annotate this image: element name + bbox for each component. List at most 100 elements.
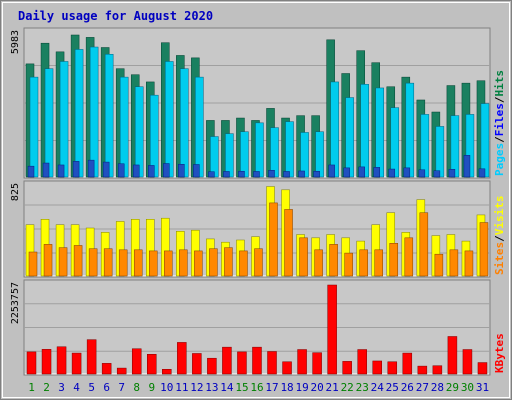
bar-pages bbox=[360, 84, 369, 178]
day-label: 24 bbox=[371, 381, 385, 394]
bar-kbytes bbox=[237, 351, 247, 375]
bar-files bbox=[208, 171, 215, 178]
bar-pages bbox=[74, 49, 84, 178]
bar-sites bbox=[344, 252, 353, 277]
bar-pages bbox=[405, 82, 415, 178]
day-label: 17 bbox=[265, 381, 278, 394]
bar-sites bbox=[434, 253, 444, 277]
bar-files bbox=[57, 164, 65, 178]
bar-kbytes bbox=[297, 349, 307, 375]
bar-sites bbox=[103, 248, 113, 277]
bar-kbytes bbox=[147, 354, 157, 375]
right-label-visits: Visits bbox=[493, 196, 506, 236]
bar-sites bbox=[164, 250, 173, 277]
day-label: 30 bbox=[461, 381, 474, 394]
day-label: 14 bbox=[220, 381, 234, 394]
bar-files bbox=[27, 165, 35, 178]
day-label: 1 bbox=[28, 381, 35, 394]
bar-sites bbox=[43, 244, 53, 277]
bar-sites bbox=[28, 251, 38, 277]
bar-kbytes bbox=[222, 346, 232, 375]
bar-pages bbox=[480, 103, 490, 178]
bar-pages bbox=[375, 87, 384, 178]
bar-pages bbox=[345, 97, 354, 178]
bar-kbytes bbox=[116, 367, 127, 375]
bar-files bbox=[328, 164, 335, 178]
bar-sites bbox=[179, 249, 188, 277]
bar-kbytes bbox=[432, 365, 443, 375]
bar-files bbox=[223, 171, 230, 178]
day-label: 23 bbox=[356, 381, 369, 394]
bar-pages bbox=[29, 76, 39, 178]
bar-kbytes bbox=[86, 339, 97, 375]
bar-files bbox=[448, 169, 456, 178]
bar-files bbox=[478, 168, 486, 178]
bar-sites bbox=[389, 243, 399, 277]
bar-pages bbox=[390, 107, 400, 178]
right-label-visits: Sites/Visits bbox=[493, 196, 506, 276]
day-label: 8 bbox=[133, 381, 140, 394]
bar-files bbox=[358, 166, 365, 178]
bar-files bbox=[298, 170, 305, 178]
bar-sites bbox=[284, 209, 293, 277]
right-label-kbytes: KBytes bbox=[493, 333, 506, 373]
bar-sites bbox=[58, 247, 68, 277]
bar-sites bbox=[254, 248, 263, 277]
bar-files bbox=[132, 164, 140, 178]
bar-sites bbox=[88, 248, 98, 277]
bar-kbytes bbox=[56, 346, 67, 375]
bar-pages bbox=[420, 114, 430, 178]
bar-kbytes bbox=[327, 284, 337, 375]
bar-kbytes bbox=[417, 365, 428, 375]
day-label: 22 bbox=[341, 381, 354, 394]
bar-kbytes bbox=[177, 342, 187, 375]
bar-sites bbox=[479, 222, 489, 277]
bar-pages bbox=[119, 76, 129, 178]
bar-sites bbox=[299, 237, 308, 277]
bar-pages bbox=[285, 121, 294, 178]
bar-kbytes bbox=[267, 351, 277, 375]
bar-sites bbox=[269, 202, 278, 277]
bar-files bbox=[72, 161, 80, 178]
bar-sites bbox=[239, 250, 248, 277]
right-label-files: Files bbox=[493, 103, 506, 136]
bar-pages bbox=[330, 81, 339, 178]
day-label: 9 bbox=[148, 381, 155, 394]
bar-kbytes bbox=[41, 349, 52, 375]
bar-sites bbox=[419, 212, 429, 277]
bar-pages bbox=[255, 122, 264, 178]
bar-pages bbox=[195, 76, 204, 178]
bar-kbytes bbox=[477, 362, 488, 375]
bar-kbytes bbox=[192, 353, 202, 375]
bar-files bbox=[238, 170, 245, 178]
bar-pages bbox=[150, 94, 159, 178]
bar-kbytes bbox=[447, 336, 458, 375]
bar-sites bbox=[329, 244, 338, 277]
bar-pages bbox=[165, 61, 174, 178]
bar-sites bbox=[404, 237, 414, 277]
bar-kbytes bbox=[342, 361, 352, 375]
bar-kbytes bbox=[71, 352, 82, 375]
max-label-hits: 5983 bbox=[10, 30, 21, 54]
bar-files bbox=[253, 171, 260, 178]
right-label-hits: Hits bbox=[493, 70, 506, 97]
bar-sites bbox=[209, 248, 218, 277]
right-label-separator: / bbox=[493, 235, 506, 242]
bar-pages bbox=[435, 126, 445, 178]
bar-pages bbox=[59, 61, 69, 178]
bar-sites bbox=[314, 249, 323, 277]
bar-pages bbox=[450, 115, 460, 178]
chart-title: Daily usage for August 2020 bbox=[18, 9, 213, 23]
right-label-kbytes: KBytes bbox=[493, 333, 506, 373]
bar-kbytes bbox=[372, 360, 382, 375]
day-label: 13 bbox=[205, 381, 218, 394]
bar-files bbox=[268, 170, 275, 178]
bar-files bbox=[433, 170, 441, 178]
bar-files bbox=[102, 161, 110, 178]
max-label-visits: 825 bbox=[10, 183, 21, 201]
day-label: 31 bbox=[476, 381, 489, 394]
bar-sites bbox=[374, 249, 383, 277]
day-label: 26 bbox=[401, 381, 414, 394]
bar-files bbox=[388, 168, 396, 178]
